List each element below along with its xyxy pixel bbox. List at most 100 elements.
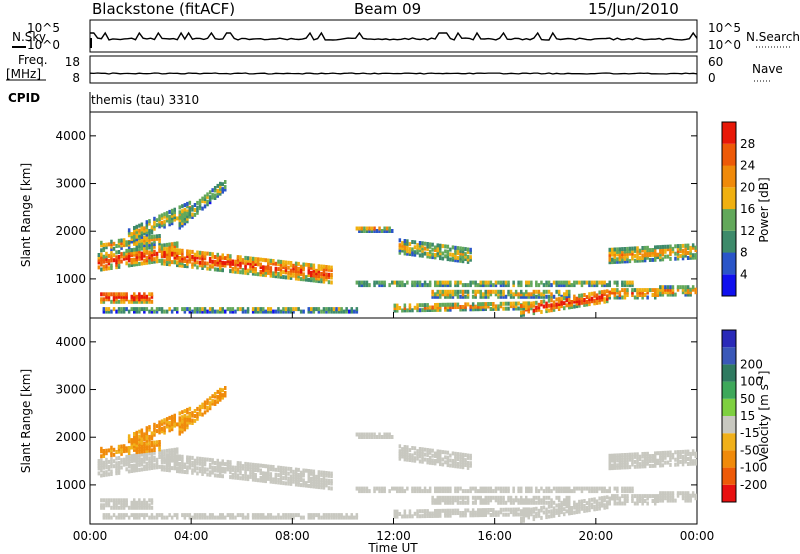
velocity-cell	[512, 486, 515, 491]
velocity-cell	[256, 468, 260, 473]
power-cell	[646, 245, 649, 250]
velocity-cell	[545, 489, 548, 494]
power-cell	[251, 269, 255, 274]
power-cell	[201, 263, 204, 268]
power-cell	[165, 216, 169, 221]
velocity-cell	[689, 496, 692, 501]
velocity-cell	[216, 466, 219, 471]
power-cell	[178, 258, 181, 263]
velocity-cell	[143, 459, 146, 464]
power-cell	[664, 290, 667, 295]
power-cell	[504, 283, 508, 288]
power-cell	[117, 262, 121, 267]
velocity-cell	[600, 489, 604, 494]
velocity-cell	[684, 493, 687, 498]
power-cell	[148, 309, 151, 314]
power-cell	[219, 255, 222, 260]
velocity-cell	[520, 512, 523, 517]
power-cell	[616, 252, 619, 257]
power-cell	[262, 265, 265, 270]
velocity-cell	[201, 412, 204, 417]
power-cell	[573, 299, 576, 304]
velocity-cell	[244, 464, 247, 469]
velocity-cell	[219, 473, 222, 478]
velocity-cell	[236, 468, 240, 473]
power-cell	[115, 255, 118, 260]
power-cell	[130, 253, 133, 258]
velocity-cell	[148, 451, 151, 456]
velocity-cell	[120, 465, 123, 470]
velocity-cell	[181, 429, 184, 434]
velocity-cell	[555, 503, 558, 508]
power-cell	[606, 294, 609, 299]
velocity-cell	[441, 457, 445, 462]
velocity-colorbar-tick: -15	[740, 426, 760, 440]
velocity-cell	[127, 454, 131, 459]
velocity-cell	[418, 509, 422, 514]
velocity-cell	[150, 448, 154, 453]
velocity-cell	[315, 484, 318, 489]
velocity-cell	[446, 460, 450, 465]
velocity-cell	[168, 415, 171, 420]
power-cell	[317, 279, 321, 284]
power-cell	[229, 307, 232, 312]
velocity-cell	[203, 410, 207, 415]
power-cell	[466, 249, 470, 254]
power-cell	[191, 262, 194, 267]
velocity-cell	[646, 461, 649, 466]
velocity-cell	[434, 509, 437, 513]
velocity-cell	[464, 513, 467, 518]
power-cell	[168, 247, 171, 252]
velocity-cell	[181, 427, 184, 431]
power-cell	[196, 260, 199, 265]
power-cell	[107, 261, 111, 266]
velocity-colorbar-swatch	[722, 433, 736, 451]
power-cell	[471, 307, 475, 312]
power-cell	[691, 243, 695, 248]
power-cell	[170, 211, 174, 216]
velocity-cell	[206, 457, 209, 462]
power-cell	[520, 304, 523, 308]
velocity-cell	[590, 497, 594, 502]
power-cell	[216, 262, 219, 267]
power-cell	[507, 301, 510, 306]
velocity-cell	[406, 486, 409, 491]
power-cell	[383, 280, 386, 285]
velocity-cell	[563, 512, 566, 517]
power-cell	[221, 187, 224, 192]
velocity-cell	[530, 509, 533, 514]
power-cell	[305, 262, 308, 267]
velocity-cell	[648, 454, 652, 459]
velocity-cell	[198, 466, 202, 471]
power-cell	[264, 258, 267, 263]
noise-tick-lo: 10^0	[27, 38, 60, 52]
velocity-cell	[307, 515, 310, 520]
power-cell	[150, 309, 154, 314]
velocity-cell	[272, 467, 275, 472]
power-cell	[239, 255, 242, 260]
power-cell	[600, 297, 604, 302]
power-cell	[239, 270, 242, 275]
velocity-cell	[469, 463, 472, 468]
velocity-cell	[456, 500, 460, 505]
power-cell	[312, 273, 316, 278]
power-cell	[234, 262, 237, 267]
velocity-cell	[550, 514, 553, 519]
velocity-cell	[264, 476, 267, 481]
velocity-cell	[388, 432, 391, 437]
velocity-cell	[229, 513, 232, 518]
power-cell	[595, 298, 599, 303]
power-cell	[681, 251, 685, 256]
velocity-cell	[279, 470, 283, 475]
power-cell	[322, 269, 326, 274]
velocity-cell	[135, 463, 138, 468]
velocity-cell	[631, 494, 634, 499]
power-cell	[679, 244, 682, 248]
power-cell	[259, 272, 262, 277]
velocity-cell	[117, 470, 121, 475]
power-cell	[421, 248, 424, 253]
power-cell	[186, 211, 189, 216]
velocity-cell	[211, 465, 214, 470]
velocity-colorbar-tick: 100	[740, 375, 763, 389]
velocity-cell	[459, 513, 462, 518]
